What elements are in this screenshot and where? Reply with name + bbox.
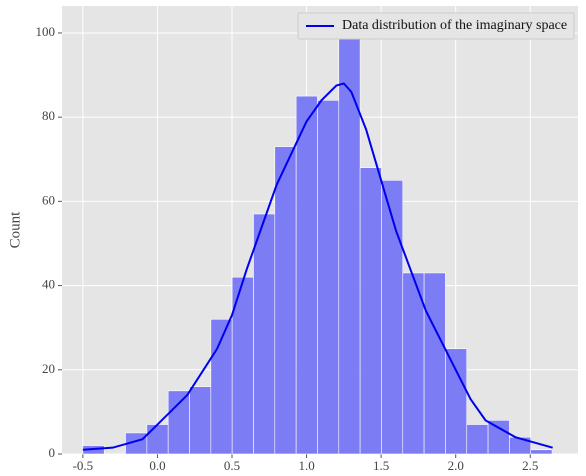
legend-label: Data distribution of the imaginary space (342, 18, 567, 33)
x-tick-label: 1.5 (373, 458, 389, 473)
x-tick-label: -0.5 (73, 458, 94, 473)
kde-line (82, 82, 553, 451)
legend-box (297, 12, 575, 40)
y-tick-label: 40 (42, 277, 55, 292)
y-tick-label: 0 (49, 445, 56, 460)
x-tick-label: 2.5 (522, 458, 538, 473)
x-tick-label: 0.5 (224, 458, 240, 473)
y-tick-label: 60 (42, 192, 55, 207)
y-tick-label: 80 (42, 108, 55, 123)
legend: Data distribution of the imaginary space (297, 12, 575, 40)
bar (317, 100, 340, 455)
y-tick-label: 100 (36, 24, 56, 39)
bar (338, 28, 361, 455)
bar (167, 390, 190, 455)
y-axis-label: Count (7, 211, 23, 249)
bar (466, 424, 489, 455)
x-tick-label: 0.0 (149, 458, 165, 473)
bar (509, 436, 532, 455)
x-tick-label: 1.0 (298, 458, 314, 473)
bar (487, 420, 510, 455)
bar (146, 424, 169, 455)
bar (274, 146, 297, 455)
bar (295, 95, 318, 455)
bar (381, 180, 404, 455)
bar (423, 272, 446, 455)
bar (530, 449, 553, 455)
x-tick-label: 2.0 (448, 458, 464, 473)
bar (253, 213, 276, 455)
bar (359, 167, 382, 455)
bar (445, 348, 468, 455)
bar (189, 386, 212, 455)
y-tick-label: 20 (42, 361, 55, 376)
